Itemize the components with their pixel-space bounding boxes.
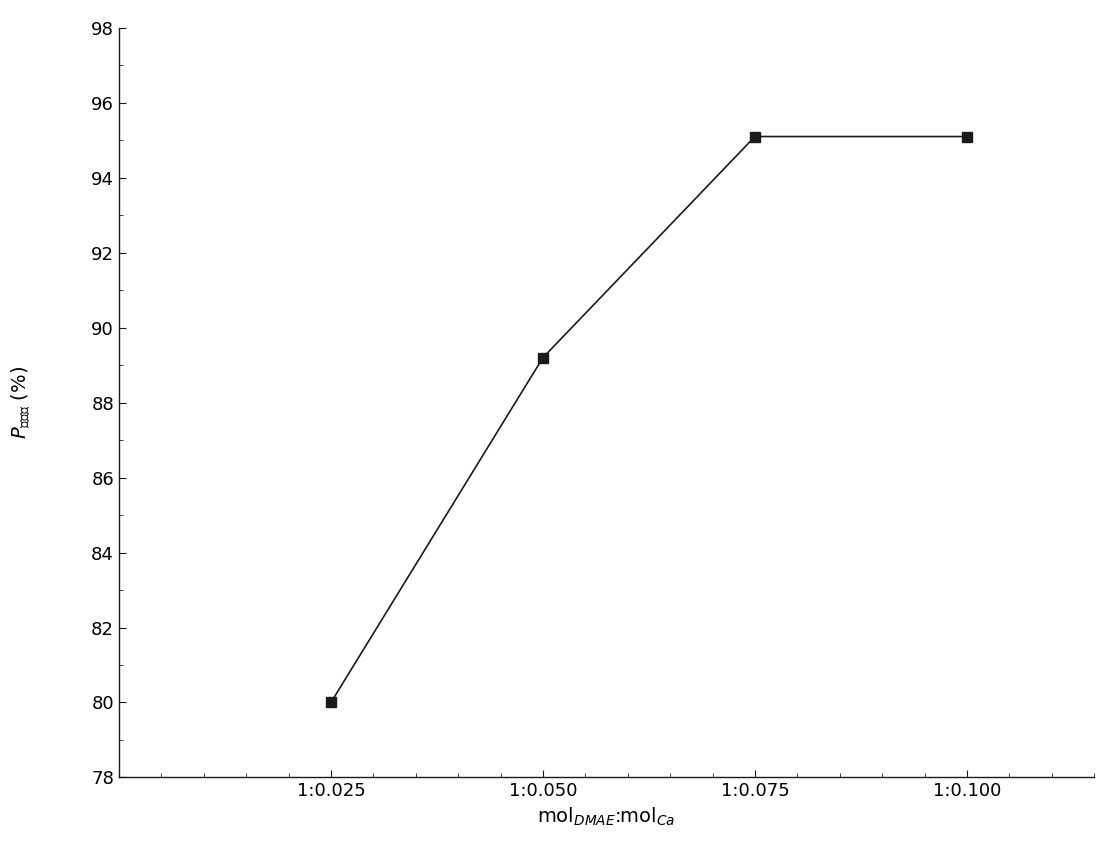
X-axis label: mol$_{DMAE}$:mol$_{Ca}$: mol$_{DMAE}$:mol$_{Ca}$	[537, 806, 676, 828]
Text: $P_{转化率}$ (%): $P_{转化率}$ (%)	[10, 366, 33, 439]
